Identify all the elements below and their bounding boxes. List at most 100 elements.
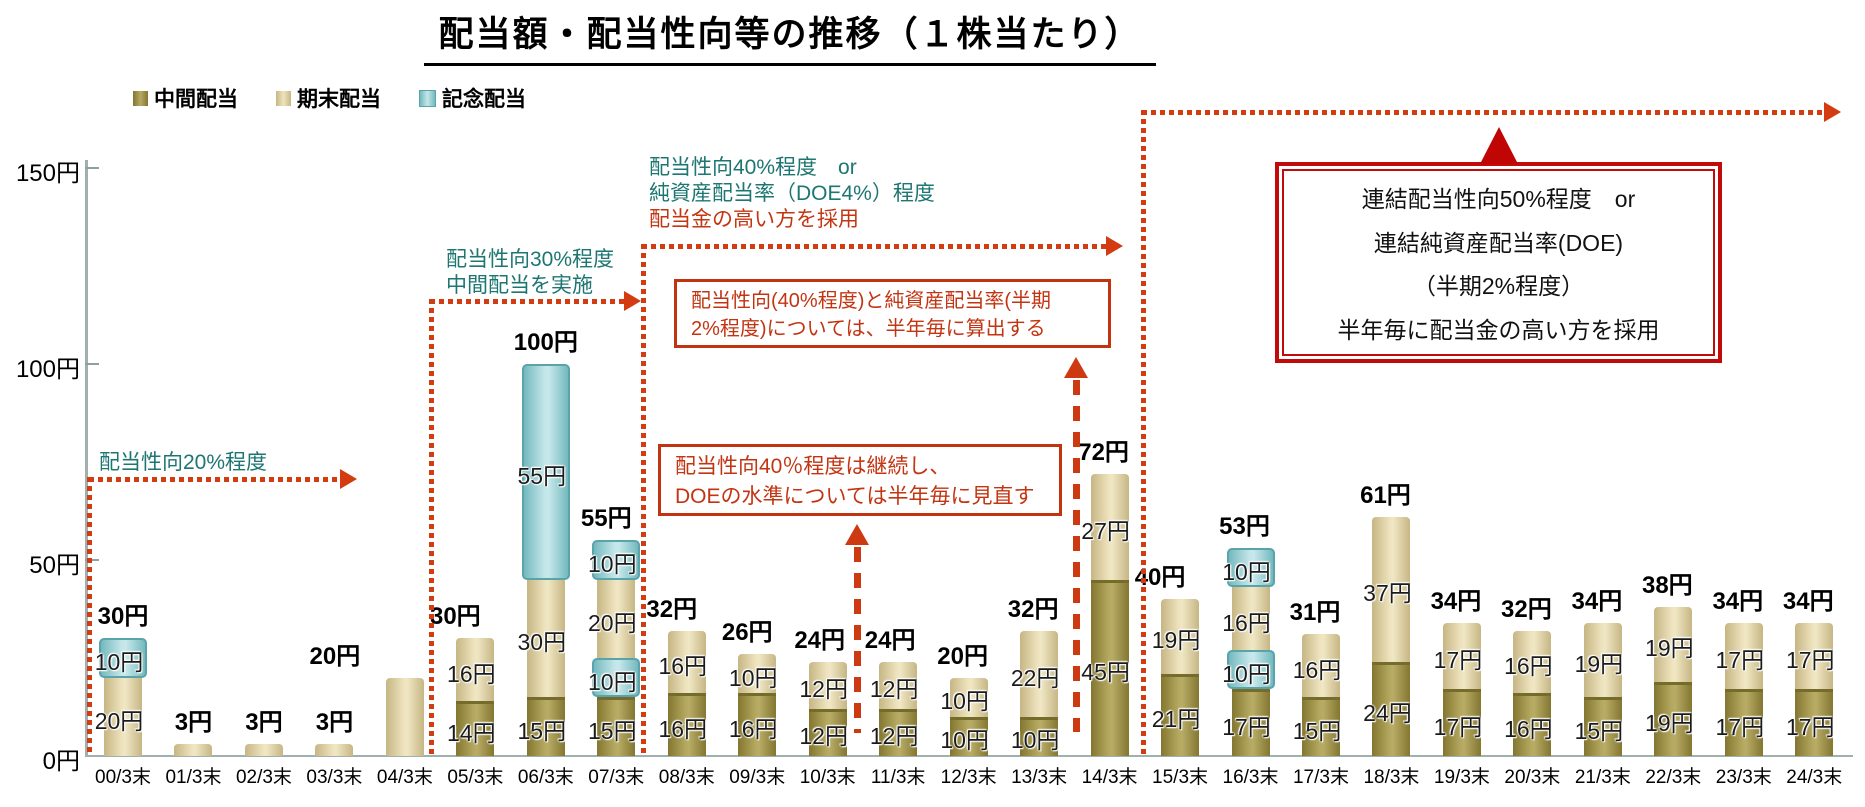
bar-total-label: 30円 — [97, 603, 149, 631]
bar-segment-label: 21円 — [1151, 705, 1201, 732]
x-axis-label: 24/3末 — [1786, 767, 1843, 788]
bar-total-label: 38円 — [1641, 572, 1693, 600]
bar-segment-interim — [1583, 697, 1622, 756]
phase2-dotted-hline — [430, 299, 625, 304]
x-axis-label: 10/3末 — [799, 767, 856, 788]
bar-segment-commem — [99, 638, 147, 678]
x-axis-label: 08/3末 — [658, 767, 715, 788]
x-axis-label: 20/3末 — [1504, 767, 1561, 788]
bar-total-label: 31円 — [1289, 599, 1341, 627]
bar-segment-final — [1301, 634, 1340, 698]
bar-segment-label: 19円 — [1151, 627, 1201, 654]
phase3-dotted-hline — [642, 244, 1107, 249]
annotation-phase3-payout-40pct: 配当性向40%程度 or 純資産配当率（DOE4%）程度 配当金の高い方を採用 — [649, 155, 935, 233]
callout-box1-line2: 2%程度)については、半年毎に算出する — [691, 318, 1046, 340]
bar-total-label: 26円 — [721, 619, 773, 647]
x-axis-label: 19/3末 — [1433, 767, 1490, 788]
x-axis-label: 23/3末 — [1715, 767, 1772, 788]
x-axis-label: 01/3末 — [165, 767, 222, 788]
bar-segment-final — [104, 677, 142, 756]
bar-segment-interim — [1090, 579, 1129, 756]
x-axis-label: 12/3末 — [940, 767, 997, 788]
x-axis-label: 15/3末 — [1152, 767, 1209, 788]
bar-segment-label: 20円 — [94, 707, 144, 734]
x-axis-label: 02/3末 — [235, 767, 292, 788]
legend-item-interim: 中間配当 — [133, 83, 238, 113]
y-axis-tick-label: 150円 — [15, 160, 80, 187]
y-axis-tick — [85, 559, 99, 561]
bar-segment-label: 27円 — [1081, 517, 1130, 544]
callout-box-consolidated-policy: 連結配当性向50%程度 or 連結純資産配当率(DOE) （半期2%程度） 半年… — [1275, 162, 1722, 363]
bar-segment-label: 10円 — [94, 649, 144, 675]
bar-segment-final — [174, 744, 213, 756]
y-axis-tick — [85, 167, 99, 169]
bar-segment-label: 16円 — [1504, 652, 1553, 679]
bar-segment-final — [1020, 630, 1059, 717]
callout-box2-line2: DOEの水準については半年毎に見直す — [675, 485, 1035, 508]
bar-segment-interim — [456, 701, 495, 756]
callout-box-doe-review: 配当性向40％程度は継続し、 DOEの水準については半年毎に見直す — [658, 444, 1062, 516]
bar-segment-label: 15円 — [1574, 717, 1624, 744]
bar-segment-final — [1372, 516, 1411, 662]
bar-segment-label: 17円 — [1715, 713, 1765, 740]
bar-total-label: 20円 — [309, 642, 361, 670]
phase2-right-arrowhead-icon — [624, 291, 641, 311]
callout-box3-inner: 連結配当性向50%程度 or 連結純資産配当率(DOE) （半期2%程度） 半年… — [1282, 169, 1715, 356]
bar-segment-label: 10円 — [587, 551, 637, 577]
bar-segment-commem — [592, 540, 641, 580]
bar-segment-label: 16円 — [658, 652, 708, 679]
bar-segment-final — [1654, 607, 1693, 682]
phase2-dotted-vline — [429, 299, 434, 756]
y-axis-tick-label: 50円 — [29, 552, 80, 579]
x-axis-label: 16/3末 — [1222, 767, 1279, 788]
bar-segment-label: 16円 — [1222, 609, 1271, 636]
annotation-phase2-line1: 配当性向30%程度 — [446, 248, 615, 271]
chart-title: 配当額・配当性向等の推移（１株当たり） — [424, 6, 1156, 66]
bar-segment-label: 37円 — [1363, 580, 1412, 607]
bar-total-label: 55円 — [580, 505, 632, 533]
callout-box-semiannual-calculation: 配当性向(40%程度)と純資産配当率(半期 2%程度)については、半年毎に算出す… — [674, 279, 1111, 348]
bar-segment-final — [244, 744, 283, 756]
bar-segment-label: 17円 — [1433, 647, 1483, 674]
annotation-phase3-line3: 配当金の高い方を採用 — [649, 208, 859, 231]
bar-segment-label: 16円 — [447, 660, 496, 687]
bar-segment-label: 10円 — [728, 664, 778, 691]
annotation-phase3-line2: 純資産配当率（DOE4%）程度 — [649, 182, 935, 205]
bar-segment-interim — [597, 697, 636, 756]
bar-segment-interim — [1020, 716, 1059, 756]
bar-segment-label: 10円 — [587, 668, 637, 695]
bar-segment-final — [597, 579, 636, 658]
legend-swatch-icon — [419, 89, 436, 107]
bar-segment-interim — [1442, 689, 1481, 756]
bar-total-label: 40円 — [1134, 564, 1186, 592]
bar-total-label: 20円 — [937, 642, 988, 670]
bar-segment-final — [1795, 622, 1834, 690]
callout-box3-line2: 連結純資産配当率(DOE) — [1373, 229, 1624, 256]
x-axis-label: 06/3末 — [517, 767, 574, 788]
bar-segment-final — [1090, 473, 1129, 580]
phase4-dotted-hline — [1142, 110, 1825, 115]
y-axis-line — [85, 160, 88, 757]
callout-box3-line1: 連結配当性向50%程度 or — [1361, 186, 1636, 213]
legend: 中間配当 期末配当 記念配当 — [133, 83, 526, 113]
x-axis-label: 13/3末 — [1011, 767, 1068, 788]
bar-segment-label: 45円 — [1081, 658, 1130, 685]
y-axis-tick — [85, 363, 99, 365]
callout-box2-line1: 配当性向40％程度は継続し、 — [675, 455, 951, 478]
x-axis-label: 07/3末 — [588, 767, 645, 788]
bar-segment-label: 19円 — [1645, 635, 1694, 662]
bar-total-label: 3円 — [245, 709, 283, 737]
bar-total-label: 30円 — [429, 603, 481, 631]
x-axis-label: 11/3末 — [870, 767, 926, 788]
x-axis-label: 04/3末 — [376, 767, 433, 788]
bar-segment-label: 15円 — [1292, 717, 1342, 744]
bar-total-label: 34円 — [1430, 587, 1482, 615]
phase3-right-arrowhead-icon — [1106, 236, 1123, 256]
x-axis-label: 21/3末 — [1574, 767, 1631, 788]
bar-segment-final — [1231, 587, 1270, 651]
bar-segment-label: 16円 — [1292, 656, 1342, 683]
bar-segment-final — [526, 579, 565, 698]
bar-total-label: 24円 — [864, 626, 916, 654]
